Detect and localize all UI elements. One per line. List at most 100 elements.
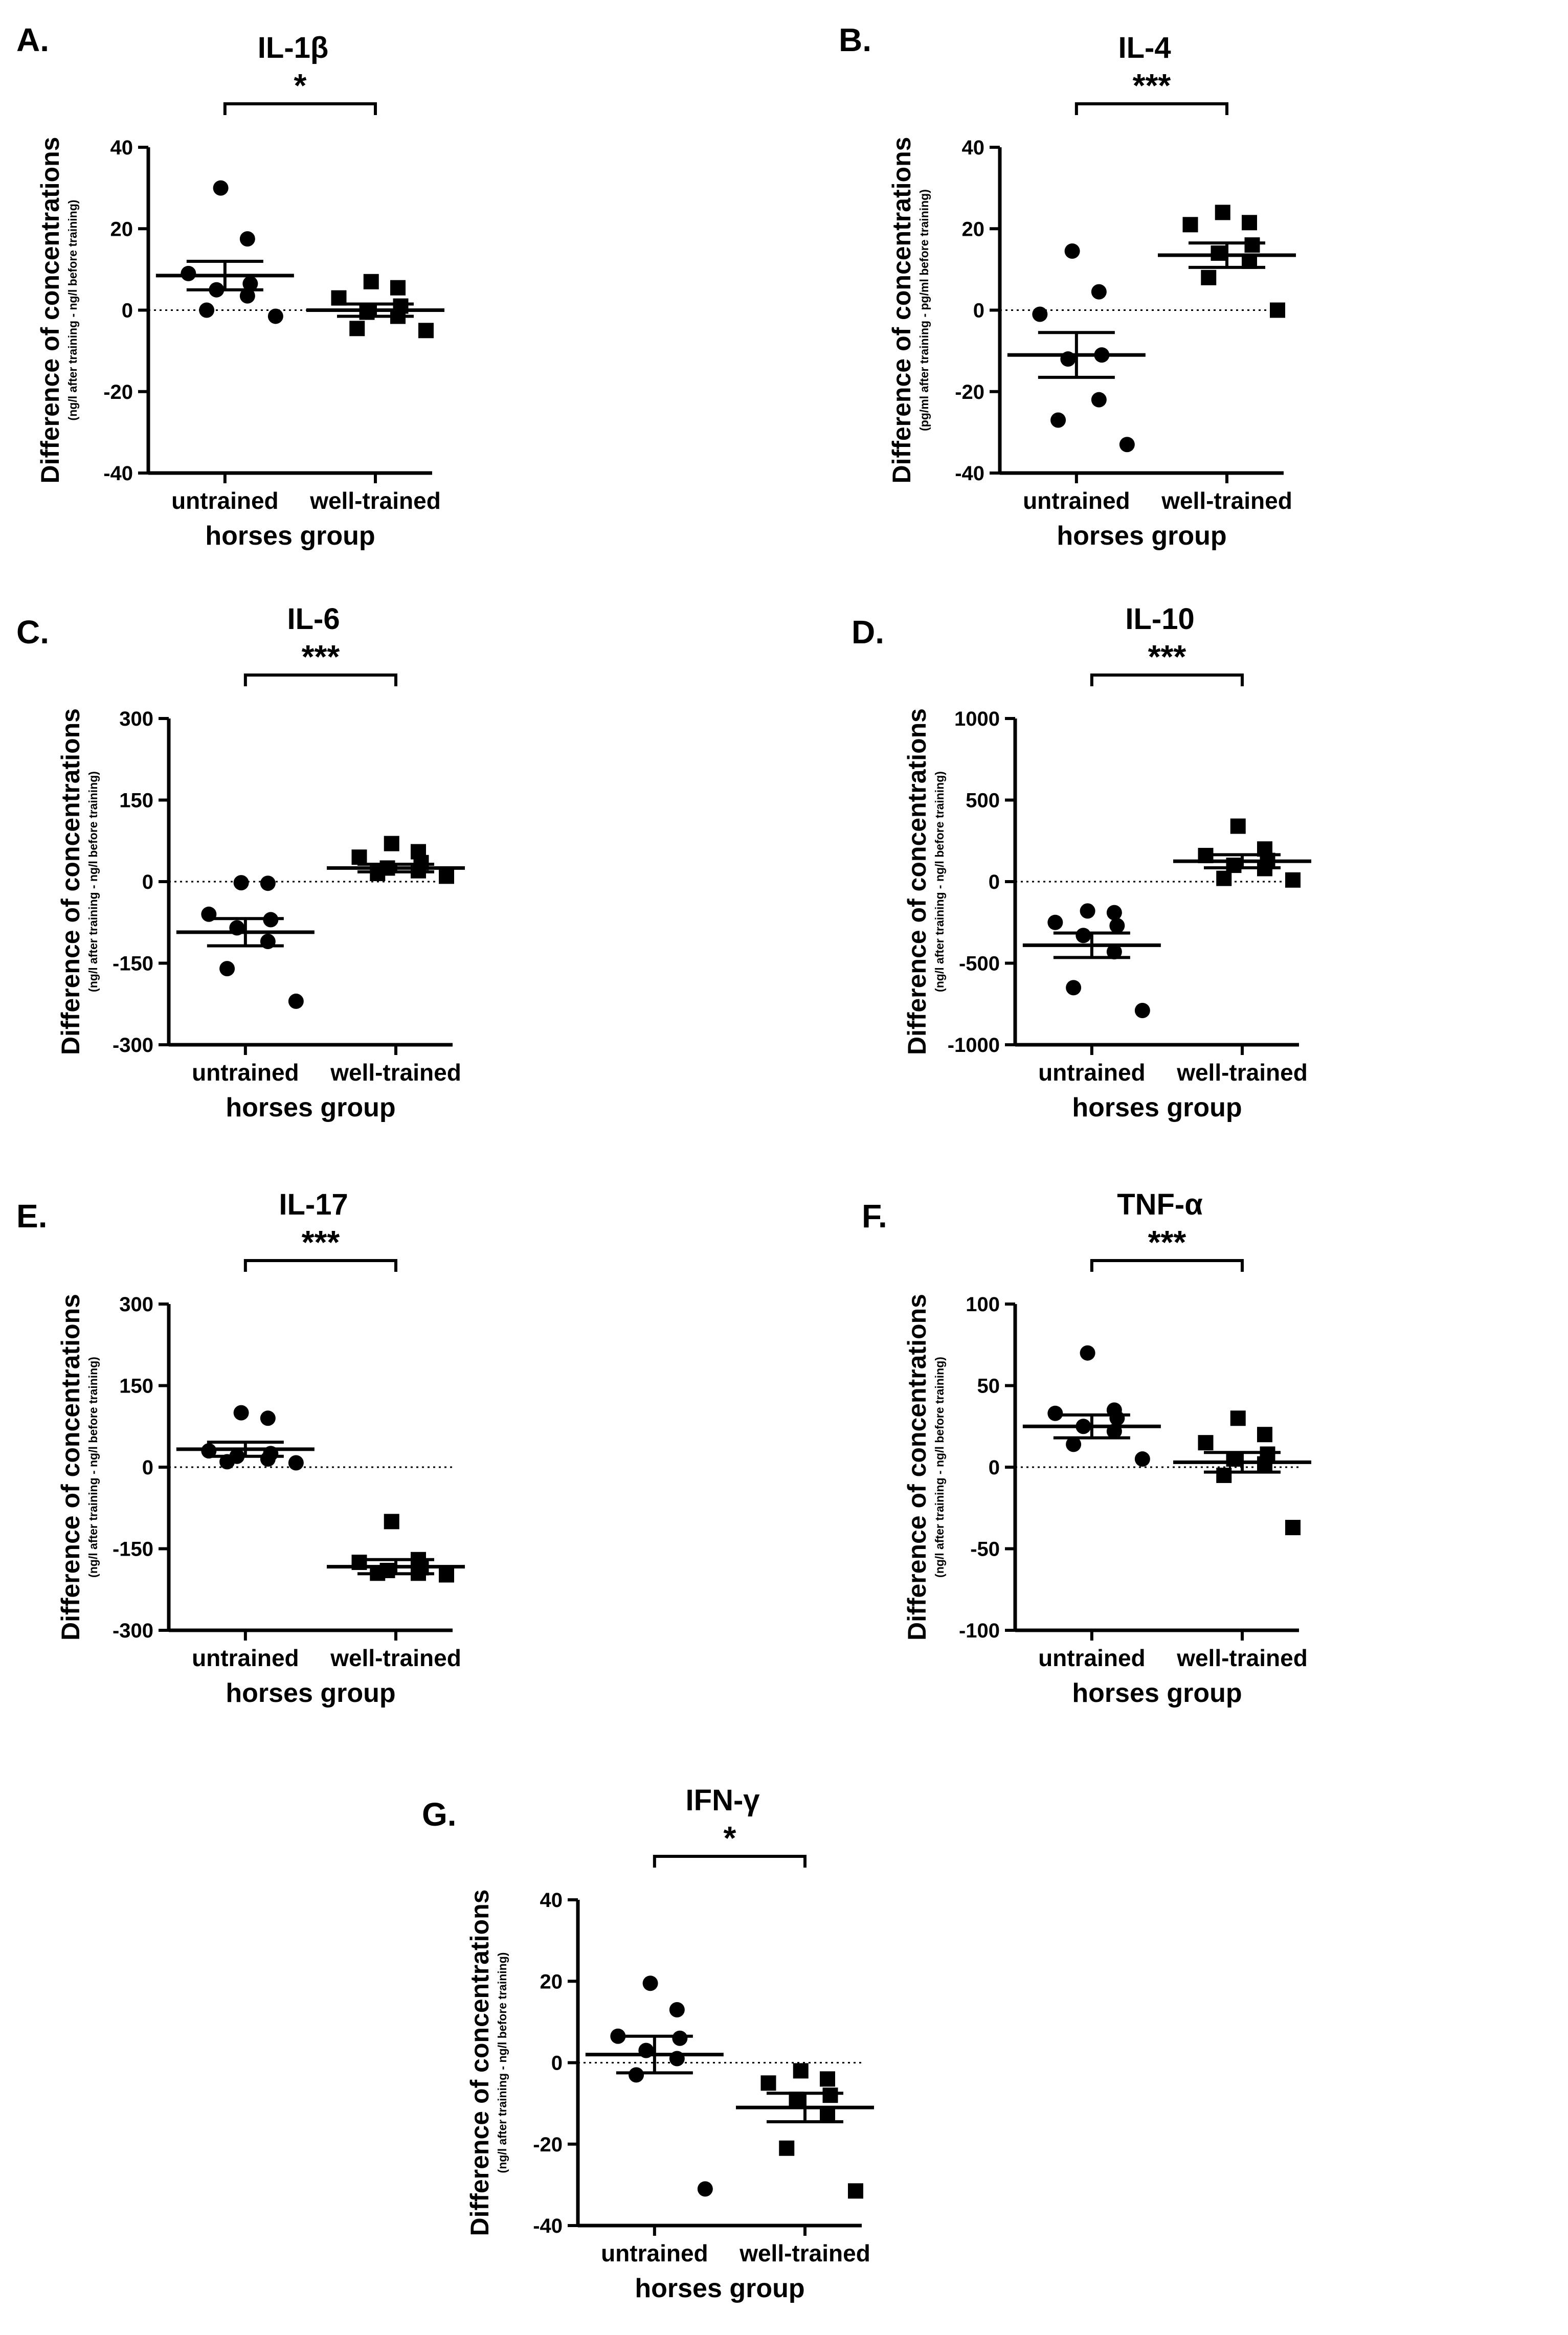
- data-point-untrained: [219, 961, 235, 977]
- y-tick-label: -50: [970, 1538, 1000, 1561]
- y-tick-label: 150: [119, 1375, 153, 1398]
- x-axis-label: horses group: [226, 1093, 395, 1122]
- data-point-well-trained: [351, 849, 367, 865]
- data-point-well-trained: [1257, 1427, 1272, 1443]
- data-point-well-trained: [1201, 270, 1217, 285]
- data-point-untrained: [1109, 1410, 1125, 1426]
- y-tick-label: -150: [113, 953, 153, 975]
- panel-letter: F.: [862, 1198, 887, 1234]
- data-point-untrained: [260, 875, 276, 891]
- category-label: well-trained: [330, 1059, 461, 1086]
- chart-title: TNF-α: [1117, 1188, 1203, 1221]
- x-axis-label: horses group: [1072, 1678, 1242, 1708]
- significance-stars: ***: [302, 638, 340, 675]
- data-point-well-trained: [1211, 245, 1226, 261]
- y-axis-label: Difference of concentrations: [887, 137, 916, 484]
- y-axis-label: Difference of concentrations: [56, 1294, 85, 1641]
- data-point-untrained: [1032, 306, 1048, 322]
- panel-letter: D.: [852, 614, 884, 650]
- data-point-untrained: [199, 302, 215, 318]
- data-point-untrained: [1047, 914, 1063, 930]
- chart-panel-tnf: F. TNF-α*** -100 -50 0 50 100 untrained well-tra…: [862, 1188, 1311, 1708]
- category-label: well-trained: [1176, 1645, 1308, 1671]
- category-label: untrained: [1038, 1059, 1146, 1086]
- significance-bracket: [653, 1855, 807, 1868]
- data-point-well-trained: [1230, 1410, 1246, 1426]
- category-label: untrained: [171, 487, 279, 514]
- x-axis-label: horses group: [1072, 1093, 1242, 1122]
- data-point-well-trained: [1285, 872, 1301, 888]
- y-tick-label: 0: [989, 1456, 1000, 1479]
- data-point-well-trained: [1244, 237, 1260, 253]
- data-point-well-trained: [822, 2087, 838, 2103]
- data-point-untrained: [1134, 1003, 1150, 1019]
- y-axis-sublabel: (pg/ml after training - pg/ml before tra…: [917, 189, 931, 431]
- chart-panel-il6: C. IL-6*** -300 -150 0 150 300 untrained well-tr…: [16, 602, 465, 1122]
- y-tick-label: 500: [966, 790, 1000, 812]
- y-tick-label: 0: [142, 871, 153, 893]
- data-point-well-trained: [384, 1514, 399, 1530]
- significance-stars: ***: [1148, 638, 1186, 675]
- significance-bracket: [1090, 673, 1244, 686]
- data-point-well-trained: [384, 836, 399, 851]
- data-point-well-trained: [779, 2140, 795, 2156]
- chart-panel-ifn: G. IFN-γ* -40 -20 0 20 40 untrained well-trained…: [422, 1784, 874, 2303]
- significance-stars: ***: [1148, 1224, 1186, 1261]
- data-point-untrained: [233, 875, 249, 891]
- category-label: untrained: [1038, 1645, 1146, 1671]
- y-tick-label: -1000: [948, 1034, 1000, 1057]
- chart-panel-il4: B. IL-4*** -40 -20 0 20 40 untrained well-traine…: [839, 21, 1296, 551]
- y-tick-label: -300: [113, 1620, 153, 1642]
- y-tick-label: -20: [103, 381, 133, 403]
- data-point-well-trained: [1230, 818, 1246, 834]
- data-point-well-trained: [390, 280, 406, 296]
- data-point-untrained: [213, 180, 229, 196]
- significance-bracket: [243, 1259, 397, 1272]
- x-axis-label: horses group: [226, 1678, 395, 1708]
- chart-panel-il10: D. IL-10*** -1000 -500 0 500 1000 untrained well…: [852, 602, 1311, 1122]
- data-point-untrained: [1080, 903, 1095, 919]
- chart-title: IL-17: [279, 1188, 348, 1221]
- panel-letter: A.: [16, 21, 49, 58]
- data-point-well-trained: [1182, 217, 1198, 233]
- data-point-untrained: [239, 231, 255, 247]
- y-tick-label: -500: [959, 953, 1000, 975]
- category-label: untrained: [192, 1059, 299, 1086]
- significance-bracket: [1090, 1259, 1244, 1272]
- data-point-untrained: [260, 1451, 276, 1467]
- data-point-untrained: [1064, 243, 1080, 259]
- data-point-well-trained: [1215, 205, 1230, 220]
- significance-stars: *: [294, 67, 306, 104]
- chart-title: IFN-γ: [686, 1784, 760, 1817]
- y-tick-label: -100: [959, 1620, 1000, 1642]
- y-tick-label: -40: [533, 2215, 563, 2237]
- data-point-untrained: [1091, 284, 1107, 300]
- y-tick-label: 300: [119, 708, 153, 730]
- category-label: well-trained: [309, 487, 441, 514]
- data-point-untrained: [1119, 437, 1135, 453]
- data-point-untrained: [1106, 944, 1122, 960]
- panel-letter: B.: [839, 21, 871, 58]
- y-axis-sublabel: (ng/l after training - ng/l before train…: [933, 771, 946, 992]
- category-label: untrained: [1023, 487, 1130, 514]
- data-point-untrained: [1066, 980, 1082, 996]
- y-axis-label: Difference of concentrations: [56, 708, 85, 1055]
- y-tick-label: 0: [122, 300, 133, 322]
- y-tick-label: 0: [973, 300, 984, 322]
- chart-title: IL-1β: [258, 31, 329, 64]
- panel-letter: E.: [16, 1198, 47, 1234]
- data-point-untrained: [1080, 1345, 1095, 1361]
- significance-bracket: [243, 673, 397, 686]
- data-point-untrained: [1091, 392, 1107, 408]
- category-label: well-trained: [1161, 487, 1292, 514]
- data-point-well-trained: [760, 2075, 776, 2091]
- y-axis-label: Difference of concentrations: [465, 1890, 494, 2236]
- y-axis-sublabel: (ng/l after training - ng/l before train…: [933, 1357, 946, 1578]
- chart-title: IL-10: [1125, 602, 1194, 636]
- data-point-untrained: [669, 2002, 685, 2017]
- data-point-well-trained: [439, 1567, 454, 1583]
- data-point-well-trained: [418, 323, 434, 339]
- data-point-well-trained: [349, 321, 365, 336]
- data-point-untrained: [1050, 412, 1066, 428]
- y-tick-label: 300: [119, 1293, 153, 1316]
